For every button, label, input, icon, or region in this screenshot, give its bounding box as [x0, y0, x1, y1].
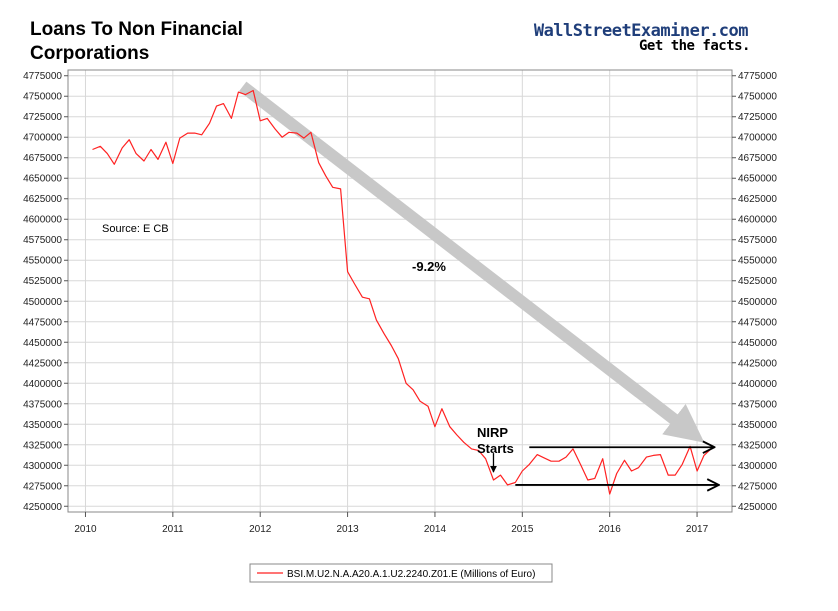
y-tick-label-left: 4375000: [23, 399, 62, 410]
x-tick-label: 2010: [74, 524, 97, 535]
y-tick-label-left: 4425000: [23, 358, 62, 369]
y-tick-label-right: 4625000: [738, 194, 777, 205]
y-tick-label-right: 4550000: [738, 256, 777, 267]
y-tick-label-left: 4325000: [23, 440, 62, 451]
y-tick-label-left: 4475000: [23, 317, 62, 328]
y-tick-label-right: 4775000: [738, 71, 777, 82]
legend-box: [249, 563, 553, 583]
y-tick-label-left: 4750000: [23, 92, 62, 103]
x-tick-label: 2012: [249, 524, 272, 535]
y-tick-label-left: 4525000: [23, 276, 62, 287]
y-tick-label-left: 4275000: [23, 481, 62, 492]
y-tick-label-right: 4575000: [738, 235, 777, 246]
y-tick-label-left: 4450000: [23, 338, 62, 349]
y-tick-label-right: 4400000: [738, 379, 777, 390]
y-tick-label-right: 4525000: [738, 276, 777, 287]
y-tick-label-right: 4500000: [738, 297, 777, 308]
y-tick-label-right: 4750000: [738, 92, 777, 103]
y-tick-label-right: 4725000: [738, 112, 777, 123]
x-tick-label: 2016: [599, 524, 622, 535]
y-tick-label-left: 4400000: [23, 379, 62, 390]
x-tick-label: 2017: [686, 524, 709, 535]
y-tick-label-left: 4725000: [23, 112, 62, 123]
y-tick-label-left: 4350000: [23, 420, 62, 431]
y-tick-label-left: 4550000: [23, 256, 62, 267]
y-tick-label-left: 4775000: [23, 71, 62, 82]
y-axis-right: 4250000 4275000 4300000 4325000 4350000 43750…: [732, 71, 777, 513]
y-tick-label-right: 4650000: [738, 174, 777, 185]
series-layer: [92, 89, 713, 495]
y-tick-label-left: 4600000: [23, 215, 62, 226]
change-annotation: -9.2%: [412, 259, 446, 274]
source-annotation: Source: E CB: [102, 223, 169, 235]
chart-title-line-1: Loans To Non Financial: [30, 19, 243, 40]
y-tick-label-right: 4375000: [738, 399, 777, 410]
y-tick-label-right: 4250000: [738, 502, 777, 513]
y-tick-label-right: 4675000: [738, 153, 777, 164]
y-tick-label-left: 4700000: [23, 133, 62, 144]
chart-title-line-2: Corporations: [30, 43, 150, 64]
series-line: [92, 89, 713, 495]
y-tick-label-left: 4575000: [23, 235, 62, 246]
x-tick-label: 2015: [511, 524, 534, 535]
y-tick-label-right: 4600000: [738, 215, 777, 226]
brand-logo-text: WallStreetExaminer.com: [533, 21, 749, 41]
y-axis-left: 4250000 4275000 4300000 4325000 4350000 43750…: [23, 71, 68, 513]
trend-arrow: [239, 81, 705, 443]
nirp-annotation-line-2: Starts: [477, 441, 514, 456]
y-tick-label-left: 4650000: [23, 174, 62, 185]
x-axis: 2010 2011 2012 2013 2014 2015 2016 2017: [74, 512, 709, 535]
y-tick-label-right: 4300000: [738, 461, 777, 472]
grid: [68, 70, 732, 512]
brand-tagline: Get the facts.: [638, 38, 751, 54]
y-tick-label-left: 4300000: [23, 461, 62, 472]
nirp-annotation-line-1: NIRP: [477, 425, 508, 440]
y-tick-label-left: 4500000: [23, 297, 62, 308]
y-tick-label-right: 4450000: [738, 338, 777, 349]
plot-frame: [67, 69, 733, 513]
y-tick-label-right: 4350000: [738, 420, 777, 431]
x-tick-label: 2013: [336, 524, 359, 535]
level-arrows: [515, 447, 719, 485]
y-tick-label-left: 4675000: [23, 153, 62, 164]
y-tick-label-right: 4275000: [738, 481, 777, 492]
y-tick-label-right: 4475000: [738, 317, 777, 328]
legend: BSI.M.U2.N.A.A20.A.1.U2.2240.Z01.E (Mill…: [249, 563, 553, 583]
x-tick-label: 2011: [162, 524, 184, 535]
y-tick-label-right: 4325000: [738, 440, 777, 451]
y-tick-label-left: 4250000: [23, 502, 62, 513]
y-tick-label-left: 4625000: [23, 194, 62, 205]
y-tick-label-right: 4700000: [738, 133, 777, 144]
legend-label: BSI.M.U2.N.A.A20.A.1.U2.2240.Z01.E (Mill…: [287, 569, 535, 580]
chart-title: Loans To Non Financial Corporations: [30, 18, 290, 66]
x-tick-label: 2014: [424, 524, 447, 535]
y-tick-label-right: 4425000: [738, 358, 777, 369]
